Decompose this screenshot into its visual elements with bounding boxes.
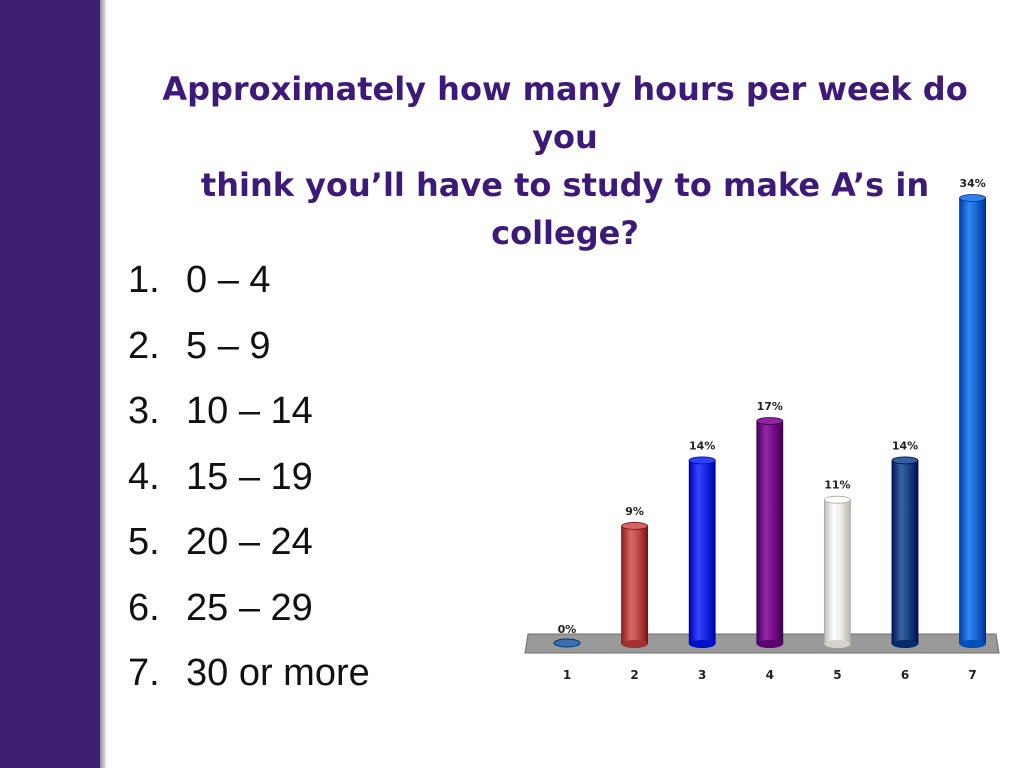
answer-text: 5 – 9 — [186, 324, 271, 367]
answer-text: 0 – 4 — [186, 259, 271, 302]
answer-number: 7. — [128, 652, 160, 695]
answer-option: 1. 0 – 4 — [128, 248, 370, 314]
answer-options-list: 1. 0 – 4 2. 5 – 9 3. 10 – 14 4. 15 – 19 5. 20… — [128, 248, 370, 707]
left-accent-bar-edge — [100, 0, 106, 768]
answer-number: 3. — [128, 390, 160, 433]
answer-text: 15 – 19 — [186, 455, 313, 498]
answer-number: 1. — [128, 259, 160, 302]
answer-text: 20 – 24 — [186, 521, 313, 564]
bar-5 — [823, 495, 851, 648]
data-label: 14% — [892, 439, 918, 452]
slide-title: Approximately how many hours per week do… — [130, 65, 1000, 257]
answer-text: 10 – 14 — [186, 390, 313, 433]
x-tick-label: 5 — [833, 668, 841, 682]
data-label: 34% — [959, 177, 985, 190]
data-label: 9% — [625, 505, 644, 518]
bar-6 — [891, 456, 919, 648]
slide-title-line-1: Approximately how many hours per week do… — [162, 70, 968, 157]
bar-body — [891, 459, 919, 645]
bar-1 — [553, 638, 581, 648]
answer-option: 7. 30 or more — [128, 641, 370, 707]
bar-3 — [688, 456, 716, 648]
x-tick-label: 3 — [698, 668, 706, 682]
answer-text: 30 or more — [186, 652, 370, 695]
answer-number: 6. — [128, 586, 160, 629]
x-tick-label: 1 — [563, 668, 571, 682]
answer-option: 2. 5 – 9 — [128, 314, 370, 380]
answer-option: 5. 20 – 24 — [128, 510, 370, 576]
x-tick-label: 6 — [901, 668, 909, 682]
x-tick-label: 2 — [630, 668, 638, 682]
answer-number: 5. — [128, 521, 160, 564]
bar-4 — [756, 417, 784, 648]
answer-option: 6. 25 – 29 — [128, 576, 370, 642]
bar-7 — [959, 194, 987, 648]
x-tick-label: 7 — [968, 668, 976, 682]
bar-body — [823, 499, 851, 645]
bar-top — [959, 194, 987, 202]
bar-top — [756, 417, 784, 425]
data-label: 0% — [558, 623, 577, 636]
bar-2 — [621, 522, 648, 648]
answer-number: 4. — [128, 455, 160, 498]
bar-base — [689, 640, 716, 648]
answer-option: 3. 10 – 14 — [128, 379, 370, 445]
bar-base — [959, 640, 986, 648]
x-tick-label: 4 — [766, 668, 774, 682]
bar-body — [688, 459, 716, 645]
bar-base — [756, 640, 783, 648]
bar-body — [621, 525, 648, 645]
bar-top — [621, 522, 648, 530]
bar-chart: 0% 1 9% 2 14% 3 17% 4 11% 5 14% 6 34% 7 — [524, 177, 1000, 682]
bar-top — [891, 456, 919, 465]
bar-zero-disc — [553, 638, 581, 648]
bar-top — [823, 495, 851, 504]
bar-base — [621, 640, 648, 648]
answer-number: 2. — [128, 324, 160, 367]
answer-option: 4. 15 – 19 — [128, 445, 370, 511]
bar-base — [892, 640, 918, 648]
data-label: 11% — [824, 479, 850, 492]
slide-title-line-2: think you’ll have to study to make A’s i… — [200, 166, 930, 253]
data-label: 14% — [689, 439, 715, 452]
data-label: 17% — [757, 400, 783, 413]
bar-body — [959, 197, 987, 645]
bar-top — [688, 456, 716, 465]
answer-text: 25 – 29 — [186, 586, 313, 629]
bar-body — [756, 420, 784, 645]
bar-base — [824, 640, 851, 648]
left-accent-bar — [0, 0, 100, 768]
